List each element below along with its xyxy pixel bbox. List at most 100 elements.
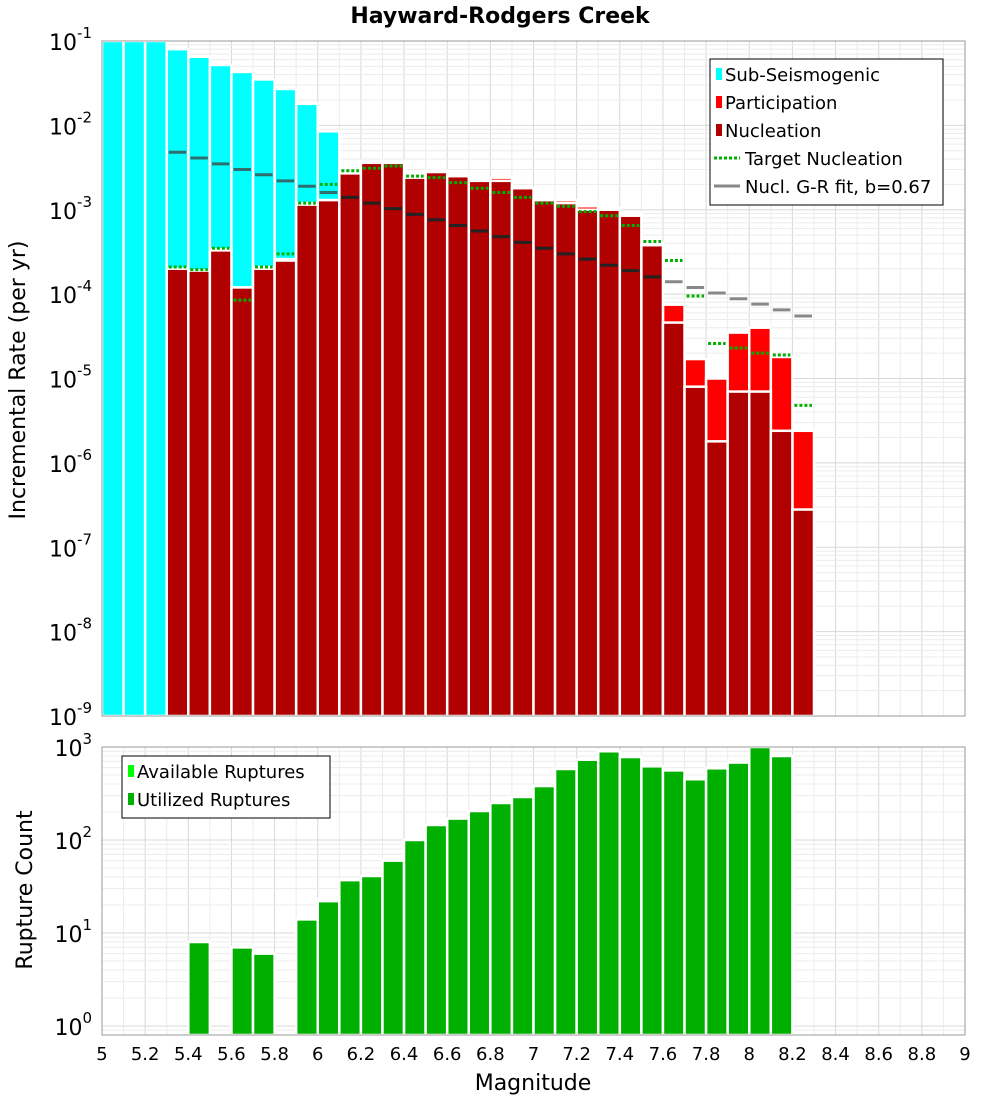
y-tick-label-0: 100: [54, 1009, 92, 1041]
x-tick-label-5: 6: [312, 1044, 323, 1065]
bar-utilized-ruptures-3: [294, 918, 319, 1037]
bars: [187, 745, 794, 1037]
bar-nucleation-29: [791, 508, 816, 718]
x-tick-label-6: 6.2: [347, 1044, 376, 1065]
bar-nucleation-8: [338, 172, 363, 718]
x-tick-label-11: 7.2: [562, 1044, 591, 1065]
legend-swatch-nucleation: [716, 124, 722, 136]
legend-box: [121, 755, 331, 819]
bar-nucleation-7: [316, 198, 341, 718]
bar-utilized-ruptures-13: [510, 795, 535, 1037]
legend-label-available-ruptures: Available Ruptures: [137, 762, 305, 783]
y-tick-labels: 100 101 102 103: [54, 730, 92, 1041]
bar-nucleation-4: [251, 267, 276, 718]
y-tick-label-6: 10-3: [49, 193, 92, 225]
x-tick-label-0: 5: [96, 1044, 107, 1065]
bar-nucleation-28: [769, 429, 794, 718]
legend-swatch-participation: [716, 96, 722, 108]
y-tick-labels: 10-9 10-8 10-7 10-6 10-5 10-4 10-3 10-2 10-1: [49, 24, 92, 731]
y-tick-label-4: 10-5: [49, 362, 92, 394]
bar-nucleation-3: [230, 286, 255, 718]
x-tick-label-10: 7: [528, 1044, 539, 1065]
x-tick-label-16: 8.2: [778, 1044, 807, 1065]
bar-utilized-ruptures-23: [726, 761, 751, 1037]
rupture-count-panel: 100 101 102 103 5 5.2 5.4 5.6 5.8 6 6.2 6.4 6.6 6.8 7 7…: [54, 730, 970, 1065]
bar-utilized-ruptures-19: [640, 765, 665, 1037]
legend-box: [709, 58, 944, 206]
bar-utilized-ruptures-0: [187, 940, 212, 1037]
legend-label-target-nucleation: Target Nucleation: [744, 149, 903, 170]
bar-utilized-ruptures-11: [467, 809, 492, 1037]
bar-nucleation-5: [273, 259, 298, 718]
x-tick-label-17: 8.4: [821, 1044, 850, 1065]
x-tick-label-20: 9: [959, 1044, 970, 1065]
bar-utilized-ruptures-20: [661, 769, 686, 1037]
y-tick-label-1: 101: [54, 916, 92, 948]
legend-label-participation: Participation: [725, 93, 837, 114]
y-tick-label-5: 10-4: [49, 277, 92, 309]
legend-label-utilized-ruptures: Utilized Ruptures: [137, 790, 290, 811]
x-tick-label-1: 5.2: [131, 1044, 160, 1065]
legend: Sub-Seismogenic Participation Nucleation Ta…: [709, 58, 944, 206]
bar-nucleation-20: [596, 208, 622, 718]
bar-utilized-ruptures-12: [489, 801, 514, 1037]
bar-nucleation-25: [704, 440, 729, 718]
bar-nucleation-22: [640, 243, 665, 718]
bar-utilized-ruptures-2: [251, 952, 276, 1037]
bar-nucleation-9: [359, 161, 384, 718]
x-tick-label-14: 7.8: [692, 1044, 721, 1065]
bar-utilized-ruptures-22: [704, 767, 729, 1037]
bar-utilized-ruptures-10: [445, 817, 471, 1037]
bar-utilized-ruptures-15: [553, 767, 578, 1037]
bar-utilized-ruptures-16: [575, 758, 600, 1037]
bar-utilized-ruptures-7: [381, 859, 406, 1037]
x-tick-label-9: 6.8: [476, 1044, 505, 1065]
y-tick-label-3: 10-6: [49, 446, 92, 478]
bar-nucleation-12: [424, 170, 449, 718]
bar-nucleation-2: [208, 249, 233, 718]
bar-utilized-ruptures-25: [769, 754, 794, 1037]
legend-swatch-sub-seismogenic: [716, 68, 722, 80]
x-tick-label-13: 7.6: [649, 1044, 678, 1065]
bar-nucleation-24: [683, 385, 708, 718]
bar-utilized-ruptures-24: [748, 745, 773, 1037]
bar-utilized-ruptures-14: [532, 784, 557, 1037]
x-tick-label-7: 6.4: [390, 1044, 419, 1065]
bar-nucleation-21: [618, 214, 643, 718]
bar-nucleation-16: [510, 186, 535, 718]
x-tick-label-18: 8.6: [864, 1044, 893, 1065]
bar-utilized-ruptures-17: [596, 750, 622, 1037]
bar-nucleation-11: [402, 176, 427, 718]
x-tick-labels: 5 5.2 5.4 5.6 5.8 6 6.2 6.4 6.6 6.8 7 7.2 7.4 7.6 7.8 8…: [96, 1044, 970, 1065]
bar-nucleation-6: [294, 203, 319, 718]
bar-sub-seismogenic-2: [143, 39, 168, 718]
bar-nucleation-0: [165, 267, 190, 718]
y-tick-label-8: 10-1: [49, 24, 92, 56]
bar-nucleation-17: [532, 198, 557, 718]
bar-sub-seismogenic-1: [122, 39, 147, 718]
x-tick-label-19: 8.8: [908, 1044, 937, 1065]
bar-utilized-ruptures-8: [402, 838, 427, 1037]
step-series: [168, 150, 812, 407]
bar-nucleation-13: [445, 174, 471, 718]
bar-nucleation-18: [553, 201, 578, 718]
x-tick-label-2: 5.4: [174, 1044, 203, 1065]
bar-nucleation-10: [381, 161, 406, 718]
bar-nucleation-15: [489, 179, 514, 718]
y-tick-label-1: 10-8: [49, 615, 92, 647]
y-tick-label-2: 102: [54, 823, 92, 855]
bar-sub-seismogenic-0: [100, 39, 125, 718]
y-tick-label-0: 10-9: [49, 699, 92, 731]
x-axis-label: Magnitude: [475, 1071, 592, 1096]
legend-swatch-available-ruptures: [128, 765, 134, 777]
bar-utilized-ruptures-18: [618, 755, 643, 1037]
plot-frame: [101, 746, 966, 1036]
x-tick-label-3: 5.6: [217, 1044, 246, 1065]
y-tick-label-2: 10-7: [49, 530, 92, 562]
bar-utilized-ruptures-9: [424, 823, 449, 1037]
legend: Available Ruptures Utilized Ruptures: [121, 755, 331, 819]
bar-nucleation-26: [726, 390, 751, 718]
bar-nucleation-23: [661, 321, 686, 718]
chart-title: Hayward-Rodgers Creek: [350, 4, 651, 29]
